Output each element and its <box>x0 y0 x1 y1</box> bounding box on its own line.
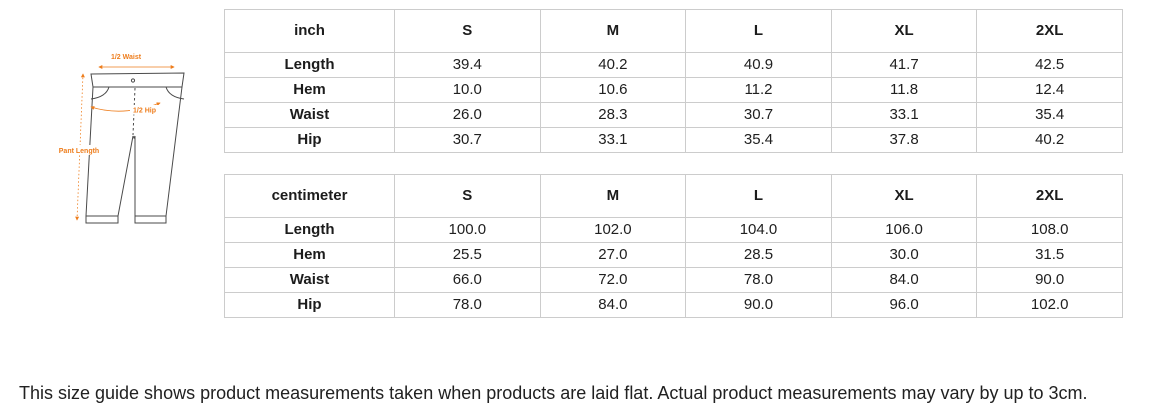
cell-value: 39.4 <box>394 52 541 78</box>
row-label: Waist <box>224 102 395 128</box>
cell-value: 102.0 <box>539 217 687 243</box>
table-row-waist: Waist 66.0 72.0 78.0 84.0 90.0 <box>224 267 1123 293</box>
unit-header: centimeter <box>224 174 395 218</box>
cell-value: 106.0 <box>830 217 978 243</box>
cell-value: 42.5 <box>976 52 1123 78</box>
unit-header: inch <box>224 9 395 53</box>
cell-value: 96.0 <box>830 292 978 318</box>
cell-value: 35.4 <box>685 127 832 153</box>
cell-value: 84.0 <box>830 267 978 293</box>
cell-value: 30.7 <box>394 127 541 153</box>
cell-value: 26.0 <box>394 102 541 128</box>
row-label: Hip <box>224 127 395 153</box>
cell-value: 104.0 <box>685 217 832 243</box>
size-guide-note: This size guide shows product measuremen… <box>19 383 1088 403</box>
cell-value: 10.6 <box>539 77 687 103</box>
length-label-backdrop <box>57 145 101 155</box>
row-label: Waist <box>224 267 395 293</box>
table-row-hem: Hem 25.5 27.0 28.5 30.0 31.5 <box>224 242 1123 268</box>
cell-value: 25.5 <box>394 242 541 268</box>
size-header-m: M <box>539 9 687 53</box>
cell-value: 108.0 <box>976 217 1123 243</box>
cell-value: 66.0 <box>394 267 541 293</box>
cell-value: 11.2 <box>685 77 832 103</box>
cell-value: 28.3 <box>539 102 687 128</box>
hip-measure-label: 1/2 Hip <box>133 108 156 115</box>
cell-value: 72.0 <box>539 267 687 293</box>
cell-value: 102.0 <box>976 292 1123 318</box>
row-label: Hem <box>224 77 395 103</box>
table-header-row: inch S M L XL 2XL <box>224 9 1123 53</box>
size-table-centimeter: centimeter S M L XL 2XL Length 100.0 102… <box>224 174 1123 318</box>
table-row-hip: Hip 78.0 84.0 90.0 96.0 102.0 <box>224 292 1123 318</box>
cell-value: 78.0 <box>394 292 541 318</box>
cell-value: 90.0 <box>685 292 832 318</box>
size-header-l: L <box>685 9 832 53</box>
row-label: Length <box>224 52 395 78</box>
size-header-2xl: 2XL <box>976 174 1123 218</box>
size-header-xl: XL <box>830 174 978 218</box>
cell-value: 41.7 <box>830 52 978 78</box>
size-header-s: S <box>394 174 541 218</box>
cell-value: 12.4 <box>976 77 1123 103</box>
cell-value: 33.1 <box>539 127 687 153</box>
size-header-m: M <box>539 174 687 218</box>
size-header-s: S <box>394 9 541 53</box>
size-header-l: L <box>685 174 832 218</box>
cell-value: 40.9 <box>685 52 832 78</box>
cell-value: 30.7 <box>685 102 832 128</box>
row-label: Hip <box>224 292 395 318</box>
table-row-length: Length 100.0 102.0 104.0 106.0 108.0 <box>224 217 1123 243</box>
size-header-xl: XL <box>830 9 978 53</box>
table-row-waist: Waist 26.0 28.3 30.7 33.1 35.4 <box>224 102 1123 128</box>
cell-value: 35.4 <box>976 102 1123 128</box>
table-header-row: centimeter S M L XL 2XL <box>224 174 1123 218</box>
cell-value: 84.0 <box>539 292 687 318</box>
cell-value: 11.8 <box>830 77 978 103</box>
hip-label-backdrop <box>130 105 159 115</box>
size-table-inch: inch S M L XL 2XL Length 39.4 40.2 40.9 … <box>224 9 1123 153</box>
cell-value: 100.0 <box>394 217 541 243</box>
table-row-length: Length 39.4 40.2 40.9 41.7 42.5 <box>224 52 1123 78</box>
cell-value: 10.0 <box>394 77 541 103</box>
row-label: Hem <box>224 242 395 268</box>
waist-measure-label: 1/2 Waist <box>111 54 142 61</box>
cell-value: 28.5 <box>685 242 832 268</box>
cell-value: 40.2 <box>976 127 1123 153</box>
size-header-2xl: 2XL <box>976 9 1123 53</box>
cell-value: 27.0 <box>539 242 687 268</box>
cell-value: 40.2 <box>539 52 687 78</box>
cell-value: 31.5 <box>976 242 1123 268</box>
cell-value: 90.0 <box>976 267 1123 293</box>
length-measure-label: Pant Length <box>59 148 99 155</box>
pants-measurement-diagram: 1/2 Waist 1/2 Hip Pant Length <box>57 54 185 224</box>
cell-value: 37.8 <box>830 127 978 153</box>
cell-value: 30.0 <box>830 242 978 268</box>
table-row-hip: Hip 30.7 33.1 35.4 37.8 40.2 <box>224 127 1123 153</box>
row-label: Length <box>224 217 395 243</box>
measurement-annotations: 1/2 Waist 1/2 Hip Pant Length <box>57 54 175 221</box>
cell-value: 78.0 <box>685 267 832 293</box>
cell-value: 33.1 <box>830 102 978 128</box>
table-row-hem: Hem 10.0 10.6 11.2 11.8 12.4 <box>224 77 1123 103</box>
